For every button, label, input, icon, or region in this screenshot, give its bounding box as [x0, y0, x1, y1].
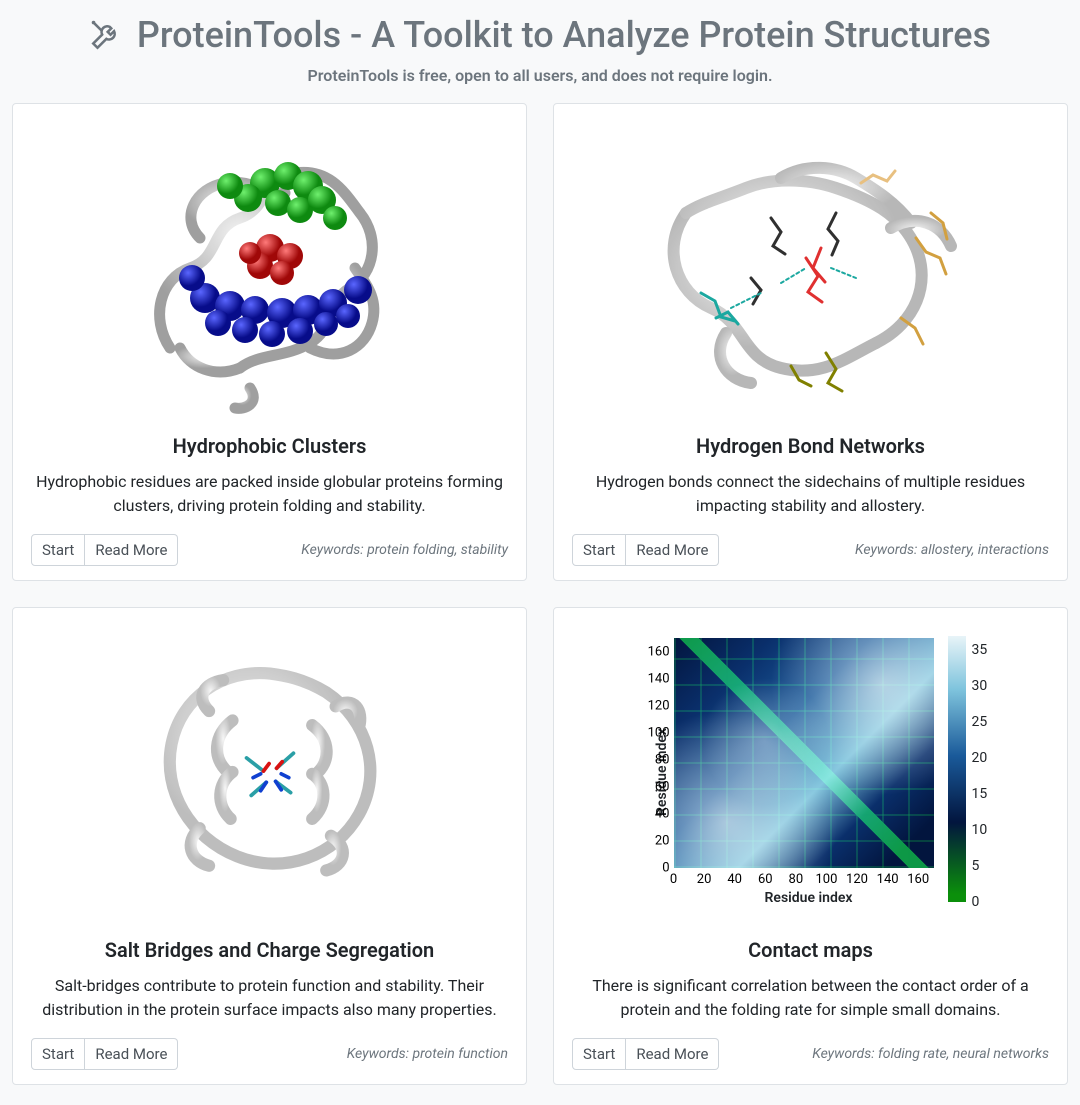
heatmap-ytick: 60: [655, 779, 670, 794]
heatmap-xtick: 60: [758, 872, 773, 887]
heatmap-ytick: 160: [648, 644, 670, 659]
card-image-saltbridge: [31, 622, 508, 922]
read-more-button[interactable]: Read More: [85, 534, 178, 566]
heatmap-xtick: 160: [907, 872, 929, 887]
start-button[interactable]: Start: [572, 534, 626, 566]
card-description: Salt-bridges contribute to protein funct…: [31, 974, 508, 1022]
heatmap-ytick: 40: [655, 806, 670, 821]
card-title: Contact maps: [748, 938, 873, 962]
heatmap-ytick: 120: [648, 698, 670, 713]
colorbar-tick: 0: [972, 894, 980, 910]
card-title: Salt Bridges and Charge Segregation: [105, 938, 434, 962]
card-keywords: Keywords: allostery, interactions: [855, 542, 1049, 558]
colorbar-tick: 30: [972, 678, 988, 694]
start-button[interactable]: Start: [31, 1038, 85, 1070]
button-group: Start Read More: [572, 1038, 719, 1070]
heatmap-ytick: 140: [648, 671, 670, 686]
contact-heatmap: Residue index Residue index 0 20 40 60 80 100…: [624, 632, 944, 912]
start-button[interactable]: Start: [572, 1038, 626, 1070]
heatmap-ylabel: Residue index: [653, 728, 669, 816]
read-more-button[interactable]: Read More: [85, 1038, 178, 1070]
page-title: ProteinTools - A Toolkit to Analyze Prot…: [89, 14, 991, 56]
button-group: Start Read More: [31, 534, 178, 566]
card-keywords: Keywords: protein function: [347, 1046, 508, 1062]
card-image-hydrophobic: [31, 118, 508, 418]
heatmap-ytick: 0: [662, 861, 669, 876]
heatmap-xtick: 0: [670, 872, 677, 887]
card-keywords: Keywords: protein folding, stability: [301, 542, 508, 558]
heatmap-xtick: 40: [727, 872, 742, 887]
card-description: Hydrophobic residues are packed inside g…: [31, 470, 508, 518]
card-description: Hydrogen bonds connect the sidechains of…: [572, 470, 1049, 518]
page-subtitle: ProteinTools is free, open to all users,…: [12, 66, 1068, 85]
heatmap-xtick: 120: [846, 872, 868, 887]
tool-grid: Hydrophobic Clusters Hydrophobic residue…: [12, 103, 1068, 1085]
card-title: Hydrogen Bond Networks: [696, 434, 925, 458]
colorbar-tick: 20: [972, 750, 988, 766]
card-title: Hydrophobic Clusters: [173, 434, 367, 458]
read-more-button[interactable]: Read More: [626, 1038, 719, 1070]
heatmap-xtick: 80: [789, 872, 804, 887]
card-image-contactmap: Residue index Residue index 020406080100…: [572, 622, 1049, 922]
card-description: There is significant correlation between…: [572, 974, 1049, 1022]
heatmap-xtick: 140: [877, 872, 899, 887]
colorbar-tick: 25: [972, 714, 988, 730]
start-button[interactable]: Start: [31, 534, 85, 566]
card-saltbridge: Salt Bridges and Charge Segregation Salt…: [12, 607, 527, 1085]
button-group: Start Read More: [31, 1038, 178, 1070]
colorbar-tick: 5: [972, 858, 980, 874]
card-contactmap: Residue index Residue index 020406080100…: [553, 607, 1068, 1085]
page-title-text: ProteinTools - A Toolkit to Analyze Prot…: [137, 14, 991, 56]
colorbar-tick: 15: [972, 786, 988, 802]
card-keywords: Keywords: folding rate, neural networks: [812, 1046, 1049, 1062]
card-hydrophobic: Hydrophobic Clusters Hydrophobic residue…: [12, 103, 527, 581]
heatmap-xtick: 20: [697, 872, 712, 887]
heatmap-colorbar: 0 5 10 15 20 25 30 35: [948, 632, 998, 912]
colorbar-tick: 10: [972, 822, 988, 838]
heatmap-xlabel: Residue index: [674, 890, 944, 906]
heatmap-ytick: 80: [655, 752, 670, 767]
card-hbond: Hydrogen Bond Networks Hydrogen bonds co…: [553, 103, 1068, 581]
heatmap-ytick: 20: [655, 833, 670, 848]
heatmap-xtick: 100: [815, 872, 837, 887]
tools-icon: [89, 18, 123, 52]
colorbar-tick: 35: [972, 642, 988, 658]
button-group: Start Read More: [572, 534, 719, 566]
heatmap-ytick: 100: [648, 725, 670, 740]
page-header: ProteinTools - A Toolkit to Analyze Prot…: [12, 0, 1068, 66]
read-more-button[interactable]: Read More: [626, 534, 719, 566]
card-image-hbond: [572, 118, 1049, 418]
